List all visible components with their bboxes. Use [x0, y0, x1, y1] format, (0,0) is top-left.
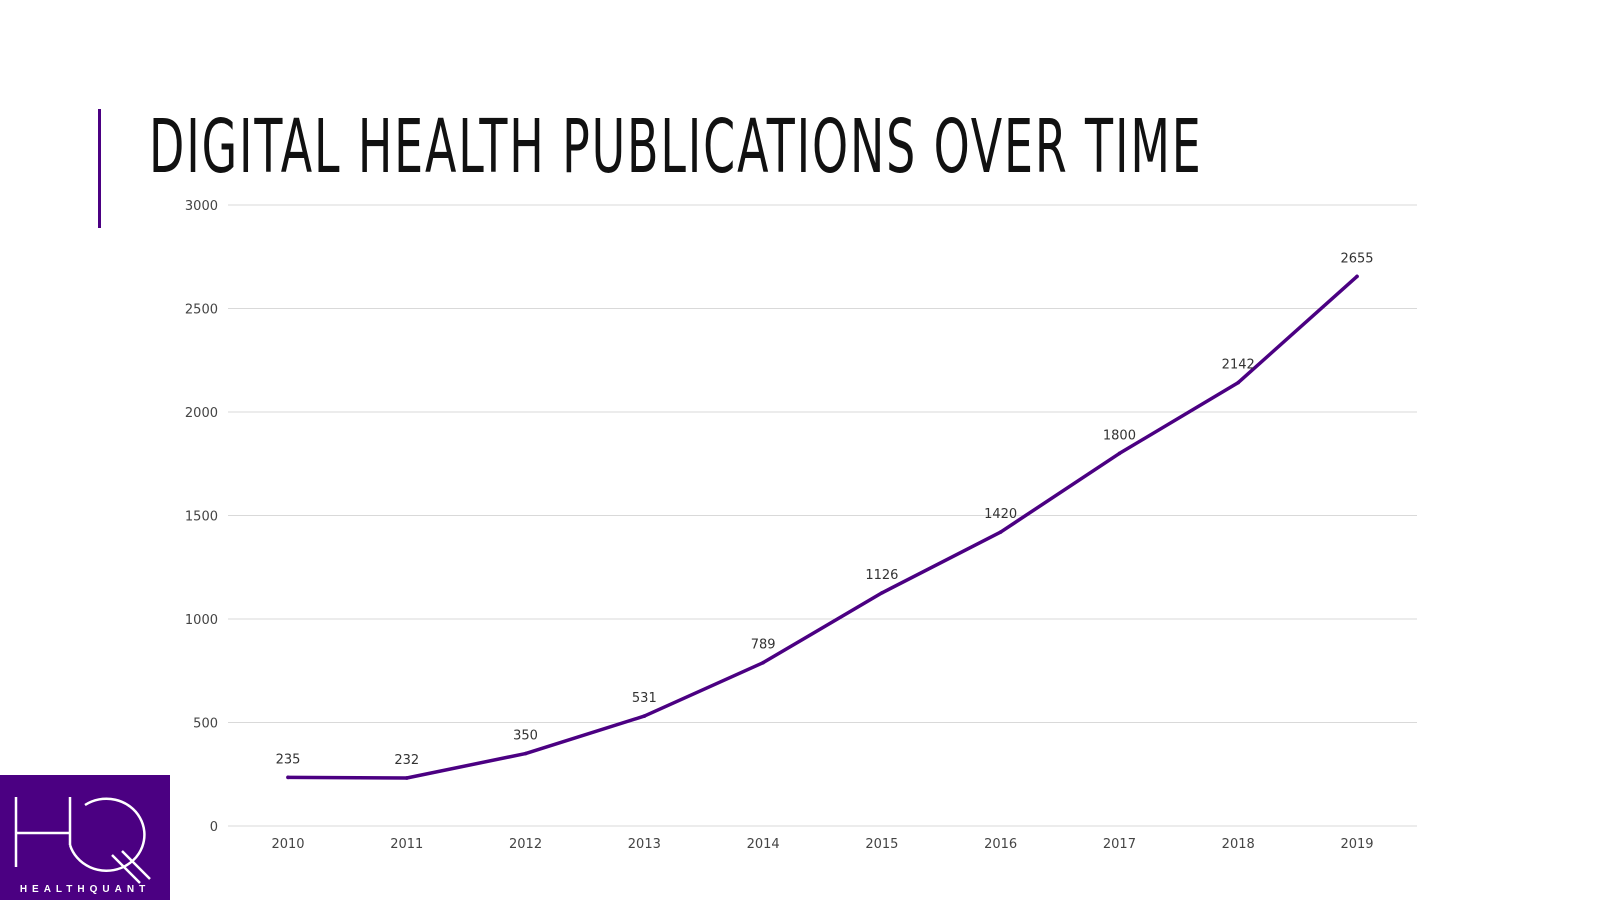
data-point	[523, 751, 528, 756]
x-tick-label: 2010	[271, 837, 304, 852]
x-tick-label: 2016	[984, 837, 1017, 852]
y-tick-label: 1500	[185, 510, 218, 525]
y-tick-label: 500	[193, 717, 218, 732]
data-point	[1355, 274, 1359, 279]
x-tick-label: 2012	[509, 837, 542, 852]
x-tick-label: 2014	[747, 837, 780, 852]
data-point	[761, 660, 765, 665]
data-point	[880, 591, 884, 595]
data-label: 2655	[1340, 251, 1373, 266]
data-label: 1800	[1103, 428, 1136, 443]
data-point	[286, 775, 290, 780]
data-point	[1117, 451, 1122, 456]
title-accent-bar	[98, 109, 101, 228]
y-tick-label: 3000	[185, 199, 218, 214]
data-label: 350	[513, 729, 538, 744]
data-point	[998, 530, 1003, 534]
page-title: DIGITAL HEALTH PUBLICATIONS OVER TIME	[149, 104, 1203, 190]
hq-logo-mark	[14, 797, 151, 884]
x-tick-label: 2018	[1222, 837, 1255, 852]
data-label: 1126	[865, 568, 898, 583]
data-label: 232	[394, 753, 419, 768]
x-tick-label: 2019	[1340, 837, 1373, 852]
x-tick-label: 2015	[865, 837, 898, 852]
data-label: 531	[632, 691, 657, 706]
logo-text: HEALTHQUANT	[19, 884, 151, 895]
y-tick-label: 2000	[185, 406, 218, 421]
y-tick-label: 1000	[185, 613, 218, 628]
healthquant-logo: HEALTHQUANT	[0, 775, 170, 900]
x-tick-label: 2017	[1103, 837, 1136, 852]
data-point	[642, 714, 647, 718]
x-tick-label: 2011	[390, 837, 423, 852]
data-label: 789	[751, 638, 776, 653]
data-label: 2142	[1222, 358, 1255, 373]
data-point	[1236, 380, 1241, 385]
x-tick-label: 2013	[628, 837, 661, 852]
series-line	[286, 274, 1359, 780]
y-tick-label: 0	[210, 820, 218, 835]
data-label: 1420	[984, 507, 1017, 522]
data-point	[404, 776, 409, 780]
y-tick-label: 2500	[185, 303, 218, 318]
data-label: 235	[276, 752, 301, 767]
